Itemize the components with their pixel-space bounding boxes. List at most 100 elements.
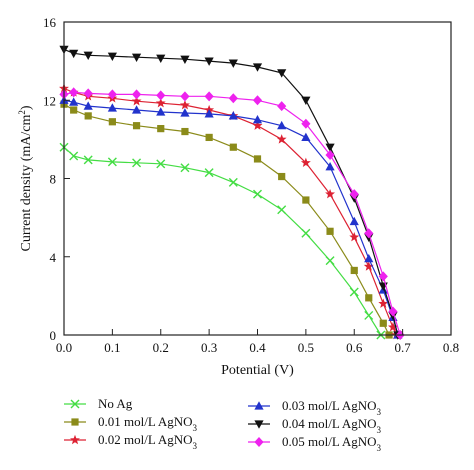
data-point: [69, 151, 79, 161]
data-point: [300, 157, 311, 168]
data-point: [180, 55, 190, 64]
series-line: [63, 87, 397, 336]
data-point: [131, 96, 142, 106]
x-tick-label: 0.8: [443, 340, 459, 355]
data-point: [204, 57, 214, 66]
series-line: [63, 91, 401, 336]
legend-marker: [70, 399, 80, 409]
legend-label: 0.05 mol/L AgNO3: [282, 434, 382, 453]
series-line: [63, 103, 390, 336]
data-point: [107, 89, 117, 100]
data-point: [229, 143, 237, 151]
data-point: [388, 321, 398, 332]
data-point: [349, 287, 359, 297]
legend-label: 0.01 mol/L AgNO3: [98, 414, 198, 433]
data-point: [108, 118, 116, 126]
x-tick-label: 0.2: [153, 340, 169, 355]
legend-entry: 0.03 mol/L AgNO3: [248, 398, 382, 417]
data-point: [180, 91, 190, 102]
series-0: [59, 142, 386, 340]
data-point: [228, 59, 238, 68]
series-layer: [59, 45, 405, 340]
data-point: [252, 95, 263, 106]
legend-marker: [254, 437, 264, 447]
data-point: [228, 177, 238, 187]
data-point: [277, 101, 287, 112]
legend-marker: [254, 401, 264, 410]
series-line: [63, 99, 399, 336]
data-point: [132, 122, 141, 130]
data-point: [107, 157, 117, 167]
series-line: [63, 48, 399, 336]
series-line: [63, 146, 382, 336]
y-tick-label: 8: [50, 172, 57, 187]
x-tick-label: 0.7: [395, 340, 412, 355]
data-point: [325, 161, 335, 171]
x-tick-label: 0.0: [56, 340, 72, 355]
data-point: [388, 306, 398, 317]
data-point: [131, 105, 142, 114]
data-point: [157, 125, 165, 133]
data-point: [83, 155, 93, 165]
data-point: [301, 118, 311, 129]
data-point: [253, 155, 262, 163]
data-point: [326, 227, 334, 235]
legend-marker: [71, 418, 79, 426]
legend-label: 0.02 mol/L AgNO3: [98, 432, 198, 451]
x-tick-label: 0.1: [104, 340, 120, 355]
data-point: [301, 228, 311, 238]
y-tick-label: 4: [50, 250, 57, 265]
data-point: [325, 256, 335, 266]
data-point: [155, 97, 166, 108]
x-axis-label: Potential (V): [221, 363, 294, 378]
data-point: [70, 106, 78, 114]
data-point: [379, 319, 387, 327]
data-point: [180, 108, 190, 117]
data-point: [204, 168, 214, 178]
data-point: [277, 69, 287, 78]
data-point: [131, 53, 142, 63]
data-point: [69, 49, 79, 59]
data-point: [180, 163, 190, 173]
data-point: [252, 120, 263, 130]
data-point: [156, 107, 166, 116]
series-1: [60, 100, 393, 339]
series-3: [59, 95, 403, 339]
data-point: [277, 120, 287, 130]
legend-label: 0.04 mol/L AgNO3: [282, 416, 382, 435]
data-point: [181, 127, 189, 136]
legend-label: 0.03 mol/L AgNO3: [282, 398, 382, 417]
data-point: [252, 115, 263, 124]
x-tick-label: 0.5: [298, 340, 314, 355]
data-point: [325, 188, 336, 199]
legend-entry: 0.05 mol/L AgNO3: [248, 434, 382, 453]
data-point: [364, 310, 374, 320]
legend-entry: 0.01 mol/L AgNO3: [64, 414, 198, 433]
data-point: [301, 96, 311, 106]
x-tick-label: 0.6: [346, 340, 363, 355]
data-point: [132, 158, 142, 168]
data-point: [204, 109, 214, 118]
data-point: [364, 228, 374, 239]
data-point: [156, 90, 166, 101]
data-point: [325, 143, 335, 152]
data-point: [252, 63, 263, 72]
data-point: [349, 216, 359, 226]
legend-marker: [254, 420, 264, 429]
data-point: [83, 88, 93, 99]
legend-label: No Ag: [98, 396, 133, 411]
legend-marker: [70, 434, 80, 445]
series-5: [59, 87, 405, 340]
y-tick-label: 16: [43, 15, 57, 30]
x-tick-label: 0.3: [201, 340, 217, 355]
x-tick-label: 0.4: [249, 340, 266, 355]
data-point: [378, 298, 389, 308]
data-point: [179, 99, 190, 110]
data-point: [205, 133, 213, 142]
data-point: [301, 132, 311, 142]
data-point: [156, 54, 166, 63]
data-point: [83, 51, 93, 61]
data-point: [83, 101, 93, 110]
